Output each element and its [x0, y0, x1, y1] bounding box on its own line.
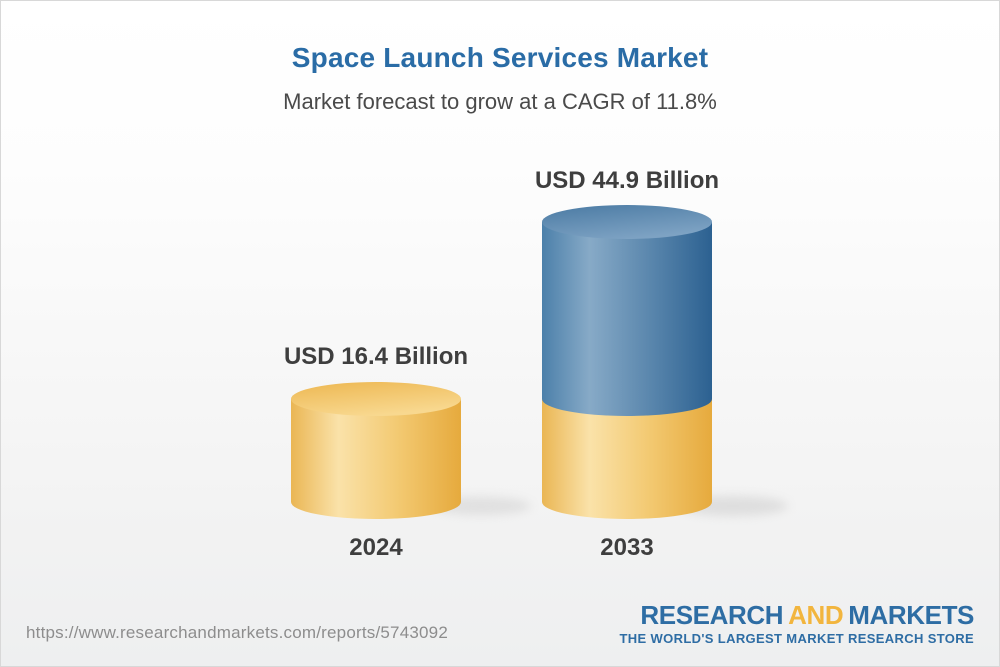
logo-word-and: AND — [788, 600, 844, 630]
bar-2024-cylinder — [291, 382, 461, 519]
report-url: https://www.researchandmarkets.com/repor… — [26, 623, 448, 642]
logo-word-research: RESEARCH — [640, 600, 784, 630]
logo-tagline: THE WORLD'S LARGEST MARKET RESEARCH STOR… — [619, 631, 974, 647]
research-and-markets-logo: RESEARCH AND MARKETS THE WORLD'S LARGEST M… — [619, 600, 975, 647]
bar-2033-growth-segment — [542, 222, 712, 416]
value-label-2033: USD 44.9 Billion — [534, 167, 720, 194]
value-label-2024: USD 16.4 Billion — [283, 343, 469, 370]
page-title: Space Launch Services Market — [291, 42, 709, 73]
category-label-2024: 2024 — [349, 534, 403, 561]
category-label-2033: 2033 — [600, 534, 654, 561]
bar-2033-base-segment — [542, 399, 712, 519]
logo-wordmark: RESEARCH AND MARKETS — [620, 600, 974, 630]
bar-2033-cylinder — [542, 205, 712, 519]
logo-word-markets: MARKETS — [848, 600, 974, 630]
page-subtitle: Market forecast to grow at a CAGR of 11.… — [283, 89, 717, 114]
